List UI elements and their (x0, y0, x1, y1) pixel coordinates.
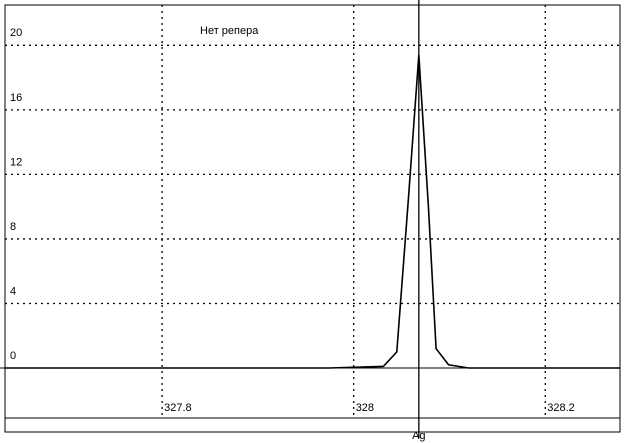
series-line (5, 54, 620, 369)
y-tick-label: 16 (10, 92, 22, 104)
cursor-label: Ag (412, 430, 425, 442)
y-tick-label: 8 (10, 221, 16, 233)
y-tick-label: 0 (10, 350, 16, 362)
x-tick-label: 328.2 (547, 402, 575, 414)
chart-title: Нет репера (200, 25, 259, 37)
y-tick-label: 4 (10, 285, 16, 297)
y-tick-label: 20 (10, 27, 22, 39)
x-tick-label: 327.8 (164, 402, 192, 414)
x-tick-label: 328 (356, 402, 374, 414)
plot-frame (4, 4, 621, 433)
y-tick-label: 12 (10, 156, 22, 168)
